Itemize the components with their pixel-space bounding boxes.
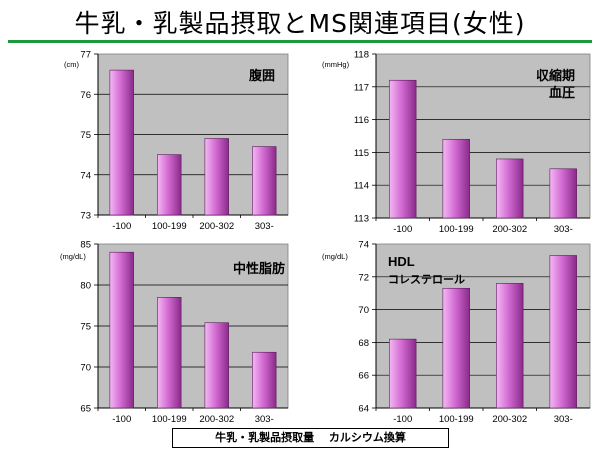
y-tick-label: 70 — [358, 305, 369, 316]
bar — [389, 338, 417, 409]
bar — [252, 146, 277, 216]
x-tick-label: -100 — [112, 221, 131, 232]
chart-title: HDL — [388, 254, 415, 269]
slide-title: 牛乳・乳製品摂取とMS関連項目(女性) — [74, 9, 526, 38]
unit-label: (mmHg) — [322, 60, 350, 69]
x-tick-label: 303- — [255, 221, 274, 232]
bar — [549, 255, 577, 409]
y-tick-label: 76 — [80, 90, 91, 101]
chart-triglyceride: 65 70 75 80 85 -100 100-199 200-302 303- (mg/dL) 中… — [0, 238, 300, 428]
y-tick-label: 117 — [354, 82, 369, 93]
bar — [204, 138, 229, 216]
unit-label: (mg/dL) — [322, 252, 348, 261]
bar — [109, 69, 134, 216]
y-tick-label: 66 — [358, 371, 369, 382]
title-rule — [8, 40, 592, 43]
bar — [549, 168, 577, 219]
x-tick-label: 200-302 — [199, 414, 234, 425]
x-tick-label: 200-302 — [199, 221, 234, 232]
y-tick-label: 74 — [358, 240, 369, 251]
bar — [157, 154, 182, 216]
y-tick-label: 77 — [80, 50, 91, 61]
bar — [442, 287, 470, 409]
bar — [496, 158, 524, 219]
y-tick-label: 65 — [80, 404, 91, 415]
x-tick-label: 200-302 — [492, 414, 527, 425]
bar — [157, 296, 182, 409]
x-tick-label: 100-199 — [439, 414, 474, 425]
chart-systolic-bp-svg: 113 114 115 116 117 118 -100 100-199 200-302 303-… — [322, 50, 591, 235]
y-tick-label: 116 — [354, 115, 369, 126]
x-tick-label: -100 — [393, 414, 412, 425]
bar — [252, 351, 277, 409]
x-tick-label: 303- — [255, 414, 274, 425]
chart-triglyceride-svg: 65 70 75 80 85 -100 100-199 200-302 303- (mg/dL) 中… — [60, 240, 289, 425]
x-tick-label: 100-199 — [152, 221, 187, 232]
x-tick-label: 303- — [554, 224, 573, 235]
chart-title: 収縮期 — [536, 68, 575, 83]
y-tick-label: 72 — [358, 272, 369, 283]
y-tick-label: 118 — [354, 50, 369, 61]
y-tick-label: 70 — [80, 363, 91, 374]
chart-waist: 73 74 75 76 77 -100 100-199 200-302 303- (cm) 腹囲 — [0, 48, 300, 238]
y-tick-label: 74 — [80, 170, 91, 181]
y-tick-label: 75 — [80, 322, 91, 333]
y-tick-label: 75 — [80, 130, 91, 141]
x-tick-label: -100 — [112, 414, 131, 425]
unit-label: (cm) — [64, 60, 79, 69]
x-tick-label: 100-199 — [439, 224, 474, 235]
y-tick-label: 68 — [358, 338, 369, 349]
bar — [496, 283, 524, 409]
bar — [442, 138, 470, 219]
x-tick-label: 200-302 — [492, 224, 527, 235]
x-tick-label: 100-199 — [152, 414, 187, 425]
y-tick-label: 113 — [354, 214, 369, 225]
y-tick-label: 64 — [358, 404, 369, 415]
bar — [109, 251, 134, 409]
chart-title-line2: コレステロール — [388, 273, 465, 286]
chart-systolic-bp: 113 114 115 116 117 118 -100 100-199 200-302 303-… — [300, 48, 600, 238]
bar — [204, 322, 229, 409]
footer-caption: 牛乳・乳製品摂取量 カルシウム換算 — [172, 428, 449, 448]
y-tick-label: 115 — [354, 148, 369, 159]
x-tick-label: -100 — [393, 224, 412, 235]
chart-waist-svg: 73 74 75 76 77 -100 100-199 200-302 303- (cm) 腹囲 — [64, 50, 289, 232]
chart-title: 腹囲 — [249, 68, 275, 83]
x-tick-label: 303- — [554, 414, 573, 425]
chart-title-line2: 血圧 — [549, 85, 575, 100]
y-tick-label: 73 — [80, 211, 91, 222]
unit-label: (mg/dL) — [60, 252, 86, 261]
chart-hdl: 64 66 68 70 72 74 -100 100-199 200-302 303- (mg/dL… — [300, 238, 600, 428]
chart-hdl-svg: 64 66 68 70 72 74 -100 100-199 200-302 303- (mg/dL… — [322, 240, 591, 425]
y-tick-label: 80 — [80, 281, 91, 292]
y-tick-label: 85 — [80, 240, 91, 251]
chart-title: 中性脂肪 — [233, 261, 285, 276]
bar — [389, 79, 417, 219]
y-tick-label: 114 — [354, 181, 369, 192]
